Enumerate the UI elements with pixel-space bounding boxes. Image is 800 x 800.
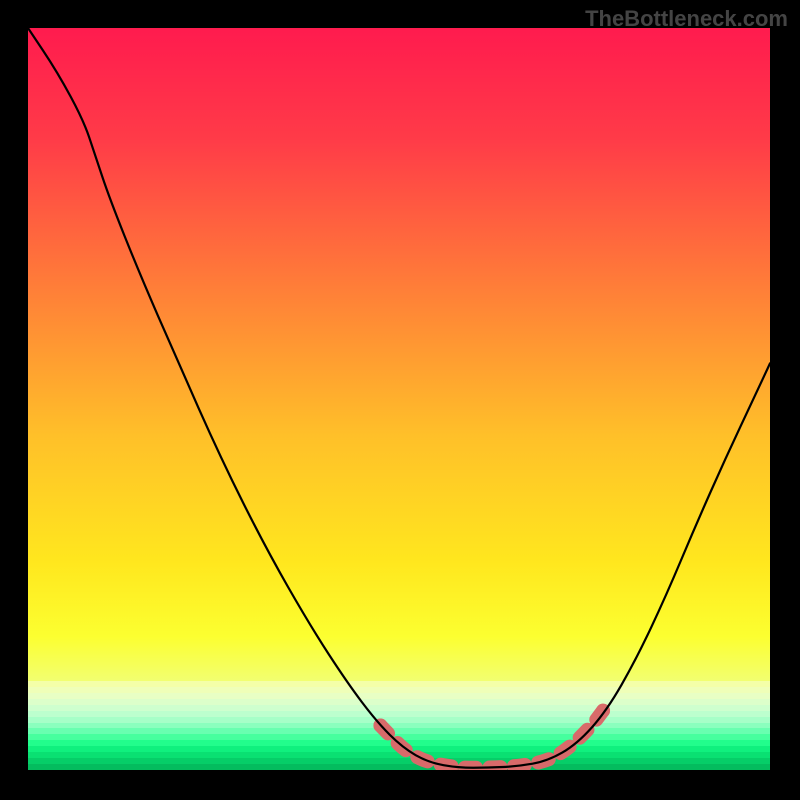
watermark-text: TheBottleneck.com [585, 6, 788, 32]
bottleneck-curve [28, 28, 770, 768]
curve-layer [28, 28, 770, 770]
optimal-range-highlight [380, 711, 603, 768]
chart-container: TheBottleneck.com [0, 0, 800, 800]
plot-area [28, 28, 770, 770]
